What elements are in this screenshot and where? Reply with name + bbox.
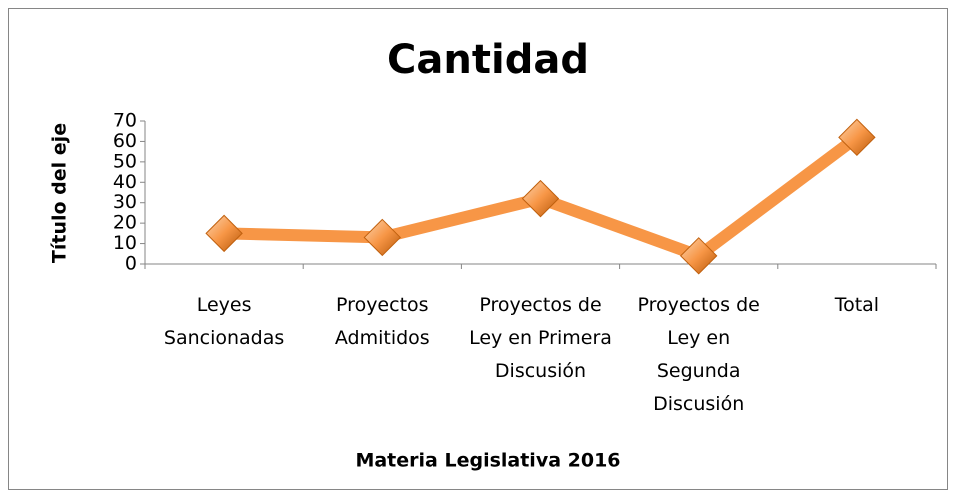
y-tick-label: 70 [113,110,137,132]
y-tick-label: 60 [113,130,137,152]
y-axis-title: Título del eje [49,123,71,263]
chart-frame [8,8,948,490]
chart-title: Cantidad [387,37,589,83]
x-tick-label: Proyectos de Ley en Primera Discusión [469,294,612,382]
x-axis-title: Materia Legislativa 2016 [355,450,620,472]
x-tick-label: Leyes Sancionadas [163,294,285,349]
x-tick-label: Total [834,294,880,316]
x-tick-label: Proyectos de Ley en Segunda Discusión [637,294,760,415]
y-tick-label: 30 [113,191,137,213]
data-point [679,237,718,275]
x-tick-label: Proyectos Admitidos [334,294,430,349]
data-point [363,218,402,257]
y-tick-label: 10 [113,232,137,254]
data-point [521,179,560,218]
y-tick-label: 40 [113,171,137,193]
y-tick-label: 0 [125,253,137,275]
data-point [205,214,243,253]
y-tick-label: 50 [113,150,137,172]
y-tick-label: 20 [113,212,137,234]
data-point [838,118,876,157]
